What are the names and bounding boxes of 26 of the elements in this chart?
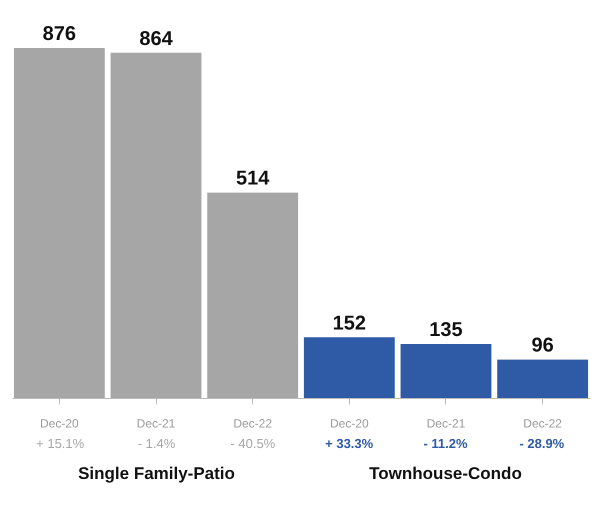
x-tick-label: Dec-21 <box>136 416 176 430</box>
x-tick-label: Dec-22 <box>233 416 272 430</box>
text: - 40.5% <box>230 436 276 451</box>
x-tick-label: Dec-21 <box>426 416 466 430</box>
text: Single Family-Patio <box>78 464 235 483</box>
data-label: 152 <box>332 312 366 334</box>
x-tick-label: Dec-22 <box>523 416 562 430</box>
text: + 15.1% <box>36 436 85 451</box>
x-tick-label: Dec-20 <box>40 416 80 430</box>
bar <box>14 48 105 398</box>
data-label: 514 <box>236 168 270 190</box>
bar <box>497 360 588 398</box>
x-tick-label: Dec-20 <box>330 416 369 430</box>
bar <box>110 52 202 398</box>
text: - 11.2% <box>423 436 468 451</box>
bar <box>207 192 298 398</box>
text: Townhouse-Condo <box>369 464 522 483</box>
data-label: 864 <box>139 28 174 50</box>
bar <box>304 337 395 398</box>
bar <box>400 344 492 398</box>
data-label: 96 <box>532 334 554 357</box>
data-label: 135 <box>429 319 463 342</box>
text: - 1.4% <box>138 436 176 451</box>
data-label: 876 <box>42 23 76 45</box>
text: + 33.3% <box>325 436 374 451</box>
text: - 28.9% <box>519 436 565 451</box>
